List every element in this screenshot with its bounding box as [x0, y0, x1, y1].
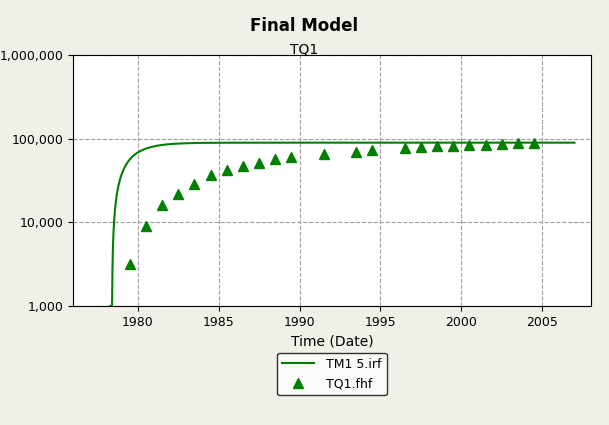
Legend: TM1 5.irf, TQ1.fhf: TM1 5.irf, TQ1.fhf	[277, 353, 387, 395]
X-axis label: Time (Date): Time (Date)	[290, 334, 373, 348]
Text: Final Model: Final Model	[250, 17, 359, 35]
Text: TQ1: TQ1	[290, 42, 319, 57]
